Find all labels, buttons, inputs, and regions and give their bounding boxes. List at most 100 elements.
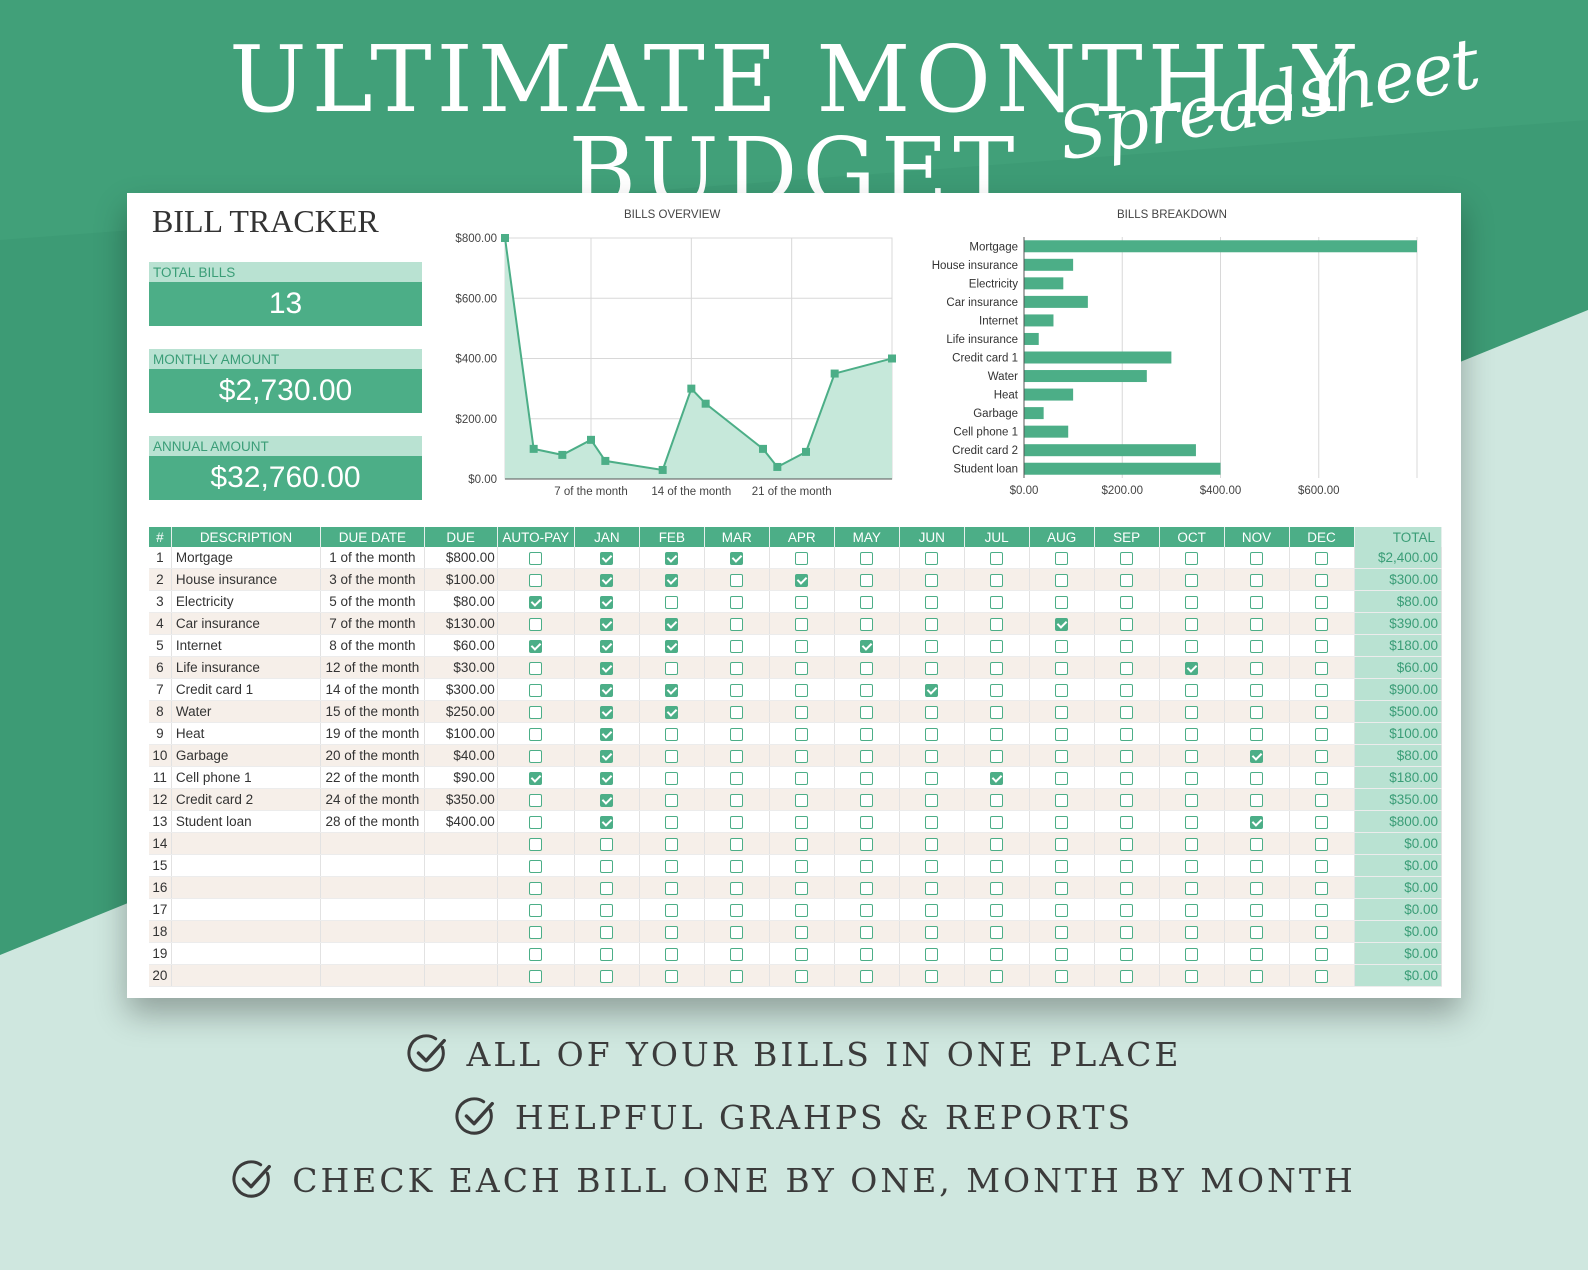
paid-checkbox-nov[interactable] — [1250, 881, 1264, 895]
paid-checkbox-nov[interactable] — [1250, 771, 1264, 785]
bill-due-date[interactable]: 7 of the month — [320, 612, 425, 635]
paid-checkbox-jul[interactable] — [990, 749, 1004, 763]
paid-checkbox-oct[interactable] — [1185, 705, 1199, 719]
paid-checkbox-jan[interactable] — [600, 969, 614, 983]
paid-checkbox-sep[interactable] — [1120, 705, 1134, 719]
paid-checkbox-jun[interactable] — [925, 947, 939, 961]
bill-due-date[interactable] — [320, 876, 425, 899]
paid-checkbox-dec[interactable] — [1315, 573, 1329, 587]
paid-checkbox-may[interactable] — [860, 969, 874, 983]
paid-checkbox-sep[interactable] — [1120, 969, 1134, 983]
paid-checkbox-oct[interactable] — [1185, 947, 1199, 961]
paid-checkbox-jan[interactable] — [600, 617, 614, 631]
paid-checkbox-jun[interactable] — [925, 837, 939, 851]
paid-checkbox-mar[interactable] — [730, 727, 744, 741]
paid-checkbox-feb[interactable] — [665, 639, 679, 653]
paid-checkbox-oct[interactable] — [1185, 595, 1199, 609]
paid-checkbox-mar[interactable] — [730, 617, 744, 631]
paid-checkbox-jun[interactable] — [925, 683, 939, 697]
paid-checkbox-jul[interactable] — [990, 903, 1004, 917]
paid-checkbox-mar[interactable] — [730, 573, 744, 587]
autopay-checkbox[interactable] — [529, 793, 543, 807]
paid-checkbox-oct[interactable] — [1185, 837, 1199, 851]
paid-checkbox-sep[interactable] — [1120, 595, 1134, 609]
paid-checkbox-aug[interactable] — [1055, 661, 1069, 675]
paid-checkbox-jan[interactable] — [600, 837, 614, 851]
paid-checkbox-dec[interactable] — [1315, 815, 1329, 829]
bill-description[interactable]: Credit card 1 — [171, 678, 322, 701]
bill-due-amount[interactable]: $350.00 — [424, 788, 498, 811]
bill-description[interactable] — [171, 854, 322, 877]
bill-due-amount[interactable]: $400.00 — [424, 810, 498, 833]
paid-checkbox-apr[interactable] — [795, 595, 809, 609]
bill-due-date[interactable] — [320, 942, 425, 965]
paid-checkbox-apr[interactable] — [795, 925, 809, 939]
bill-due-date[interactable]: 20 of the month — [320, 744, 425, 767]
bill-due-date[interactable]: 28 of the month — [320, 810, 425, 833]
bill-due-amount[interactable] — [424, 942, 498, 965]
paid-checkbox-aug[interactable] — [1055, 859, 1069, 873]
paid-checkbox-nov[interactable] — [1250, 639, 1264, 653]
bill-due-date[interactable]: 22 of the month — [320, 766, 425, 789]
paid-checkbox-dec[interactable] — [1315, 705, 1329, 719]
paid-checkbox-jul[interactable] — [990, 573, 1004, 587]
paid-checkbox-apr[interactable] — [795, 771, 809, 785]
paid-checkbox-nov[interactable] — [1250, 683, 1264, 697]
paid-checkbox-jun[interactable] — [925, 551, 939, 565]
autopay-checkbox[interactable] — [529, 661, 543, 675]
bill-due-date[interactable] — [320, 832, 425, 855]
bill-description[interactable]: Garbage — [171, 744, 322, 767]
paid-checkbox-mar[interactable] — [730, 815, 744, 829]
paid-checkbox-apr[interactable] — [795, 683, 809, 697]
paid-checkbox-apr[interactable] — [795, 837, 809, 851]
paid-checkbox-jan[interactable] — [600, 683, 614, 697]
paid-checkbox-feb[interactable] — [665, 683, 679, 697]
paid-checkbox-jun[interactable] — [925, 793, 939, 807]
paid-checkbox-jun[interactable] — [925, 969, 939, 983]
bill-description[interactable]: Mortgage — [171, 547, 322, 569]
paid-checkbox-jan[interactable] — [600, 749, 614, 763]
paid-checkbox-mar[interactable] — [730, 749, 744, 763]
autopay-checkbox[interactable] — [529, 551, 543, 565]
paid-checkbox-feb[interactable] — [665, 595, 679, 609]
paid-checkbox-oct[interactable] — [1185, 969, 1199, 983]
paid-checkbox-aug[interactable] — [1055, 925, 1069, 939]
paid-checkbox-jan[interactable] — [600, 639, 614, 653]
paid-checkbox-feb[interactable] — [665, 617, 679, 631]
paid-checkbox-oct[interactable] — [1185, 925, 1199, 939]
paid-checkbox-dec[interactable] — [1315, 727, 1329, 741]
autopay-checkbox[interactable] — [529, 771, 543, 785]
paid-checkbox-jan[interactable] — [600, 573, 614, 587]
paid-checkbox-nov[interactable] — [1250, 749, 1264, 763]
bill-due-amount[interactable]: $300.00 — [424, 678, 498, 701]
paid-checkbox-may[interactable] — [860, 947, 874, 961]
paid-checkbox-may[interactable] — [860, 925, 874, 939]
paid-checkbox-sep[interactable] — [1120, 727, 1134, 741]
autopay-checkbox[interactable] — [529, 595, 543, 609]
paid-checkbox-may[interactable] — [860, 705, 874, 719]
paid-checkbox-aug[interactable] — [1055, 793, 1069, 807]
paid-checkbox-apr[interactable] — [795, 749, 809, 763]
paid-checkbox-jul[interactable] — [990, 859, 1004, 873]
bill-due-date[interactable] — [320, 898, 425, 921]
bill-due-date[interactable]: 15 of the month — [320, 700, 425, 723]
paid-checkbox-jul[interactable] — [990, 727, 1004, 741]
bill-due-date[interactable]: 1 of the month — [320, 547, 425, 569]
paid-checkbox-dec[interactable] — [1315, 969, 1329, 983]
paid-checkbox-jun[interactable] — [925, 639, 939, 653]
autopay-checkbox[interactable] — [529, 947, 543, 961]
bill-due-amount[interactable]: $30.00 — [424, 656, 498, 679]
paid-checkbox-dec[interactable] — [1315, 859, 1329, 873]
paid-checkbox-jun[interactable] — [925, 617, 939, 631]
paid-checkbox-apr[interactable] — [795, 969, 809, 983]
bill-description[interactable]: Credit card 2 — [171, 788, 322, 811]
paid-checkbox-jun[interactable] — [925, 903, 939, 917]
paid-checkbox-may[interactable] — [860, 727, 874, 741]
paid-checkbox-jun[interactable] — [925, 815, 939, 829]
bill-due-amount[interactable] — [424, 876, 498, 899]
paid-checkbox-jan[interactable] — [600, 859, 614, 873]
bill-description[interactable] — [171, 898, 322, 921]
paid-checkbox-jun[interactable] — [925, 595, 939, 609]
bill-description[interactable] — [171, 832, 322, 855]
paid-checkbox-nov[interactable] — [1250, 661, 1264, 675]
